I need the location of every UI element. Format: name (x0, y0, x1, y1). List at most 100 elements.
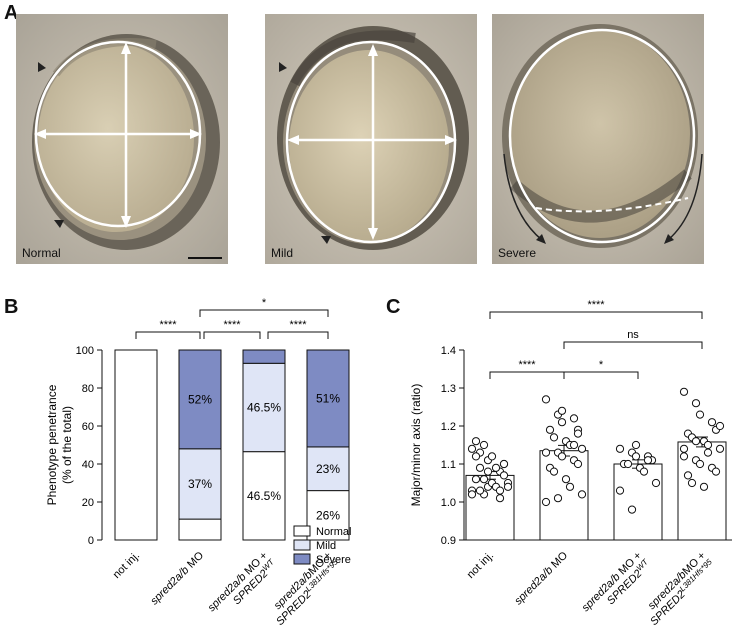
data-point (623, 459, 633, 469)
data-point (483, 467, 493, 476)
data-point (577, 444, 587, 453)
significance-label: **** (223, 319, 241, 331)
data-point (561, 475, 571, 484)
data-point (695, 410, 705, 419)
legend-label: Severe (316, 554, 351, 566)
significance-bracket-line (203, 331, 261, 339)
legend-label: Mild (316, 540, 336, 552)
data-point (541, 395, 551, 404)
y-tick-label: 0 (88, 535, 94, 547)
data-label: 46.5% (247, 400, 281, 414)
data-point (687, 478, 697, 488)
scatter-bar-chart: 0.9 1.0 1.1 1.2 1.3 1.4 Major/minor axis (rati… (409, 299, 732, 628)
micrograph-severe: Severe (492, 14, 704, 264)
data-point (699, 482, 709, 491)
significance-bracket: **** (135, 319, 201, 339)
significance-bracket-line (489, 371, 565, 379)
bar-segment-normal (242, 451, 286, 541)
data-label: 46.5% (247, 489, 281, 503)
y-axis-label: Phenotype penetrance(% of the total) (45, 384, 74, 505)
yolk (38, 44, 194, 232)
data-point (715, 444, 725, 453)
data-point (541, 497, 551, 507)
data-point (499, 459, 509, 469)
x-tick-label: spred2a/b MO +SPRED2WT (580, 549, 654, 623)
data-point (467, 490, 477, 499)
panel-a-letter: A (4, 2, 19, 24)
significance-bracket: * (199, 297, 329, 317)
arrowhead-marker (38, 62, 46, 72)
data-point (631, 440, 641, 450)
phenotype-label-normal: Normal (22, 246, 61, 260)
data-point (557, 452, 567, 461)
data-point (467, 444, 477, 453)
x-tick-label: not inj. (111, 550, 142, 581)
y-tick-label: 100 (76, 345, 94, 357)
data-point (573, 459, 583, 469)
significance-label: * (262, 297, 267, 309)
legend-label: Normal (316, 526, 351, 538)
significance-bracket: * (563, 359, 639, 379)
x-tick-label: spred2a/b MO +SPRED2WT (206, 549, 280, 623)
data-point (487, 452, 497, 461)
significance-bracket: **** (489, 359, 565, 379)
data-point (715, 421, 725, 431)
significance-bracket-line (563, 371, 639, 379)
data-point (549, 467, 559, 476)
y-axis-label: Major/minor axis (ratio) (409, 384, 423, 507)
arrowhead-marker (54, 220, 64, 228)
data-point (565, 482, 575, 491)
bar-segment-normal (178, 518, 222, 541)
data-point (707, 418, 717, 427)
data-label: 26% (316, 508, 340, 522)
epiboly-arrow-left (503, 153, 543, 241)
data-point (615, 486, 625, 495)
bar-segment-normal (306, 490, 350, 541)
y-tick-label: 1.1 (441, 459, 456, 471)
data-point (651, 478, 661, 488)
data-point (557, 406, 567, 415)
data-point (703, 448, 713, 457)
bar-segment-mild (242, 362, 286, 453)
data-point (679, 444, 689, 453)
data-point (475, 486, 485, 495)
data-point (553, 494, 563, 503)
data-point (569, 414, 579, 423)
data-point (549, 433, 559, 442)
y-tick-label: 80 (82, 383, 94, 395)
margin-dashed-line (535, 197, 689, 213)
y-tick-label: 20 (82, 497, 94, 509)
bar-segment-severe (178, 349, 222, 450)
data-point (499, 471, 509, 480)
panel-c-letter: C (386, 296, 401, 318)
significance-label: **** (587, 299, 605, 311)
fitted-ellipse (508, 28, 696, 244)
data-point (471, 437, 481, 446)
significance-label: **** (289, 319, 307, 331)
data-point (569, 440, 579, 450)
legend-swatch (293, 553, 311, 565)
y-tick-label: 40 (82, 459, 94, 471)
data-point (479, 475, 489, 484)
epiboly-arrow-right (667, 153, 703, 241)
y-tick-label: 0.9 (441, 535, 456, 547)
data-point (683, 471, 693, 480)
legend-swatch (293, 525, 311, 537)
fitted-ellipse (285, 40, 457, 244)
bar-segment-severe (306, 349, 350, 448)
data-point (679, 387, 689, 396)
data-point (643, 456, 653, 465)
data-point (615, 444, 625, 453)
x-tick-label: not inj. (465, 550, 496, 581)
data-point (471, 475, 481, 484)
bar-segment-mild (178, 448, 222, 520)
significance-bracket: **** (489, 299, 703, 319)
bar-segment-normal (114, 349, 158, 541)
data-point (703, 440, 713, 450)
y-tick-label: 1.2 (441, 421, 456, 433)
significance-bracket: ns (563, 329, 703, 349)
x-tick-label: spred2a/b MO (512, 549, 570, 607)
stacked-bar-chart: 0 20 40 60 80 100 Phenotype penetrance(% of th… (45, 297, 351, 628)
data-point (503, 482, 513, 491)
significance-bracket-line (563, 341, 703, 349)
